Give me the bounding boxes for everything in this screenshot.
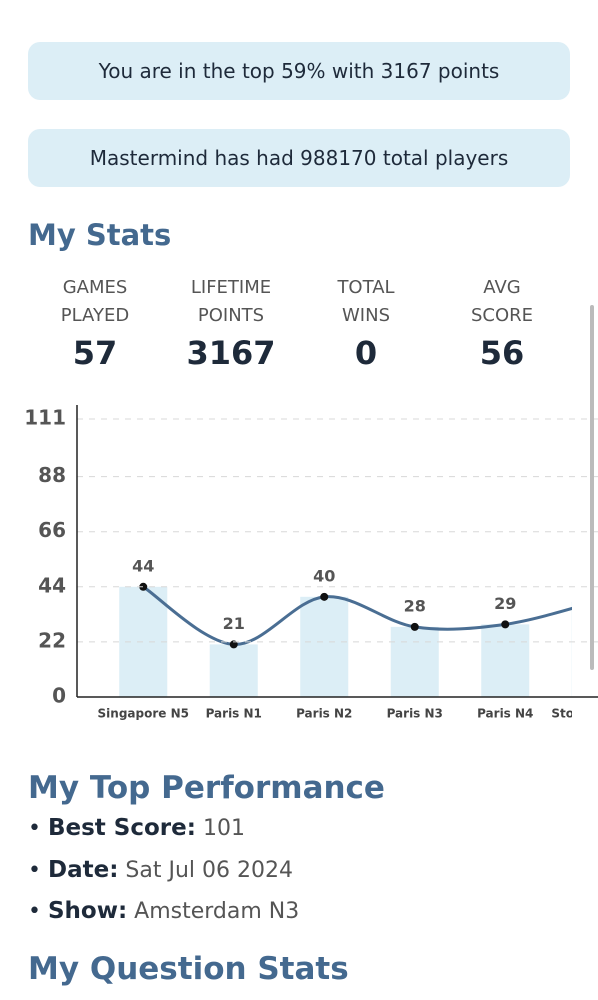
- stat-label: AVG SCORE: [470, 277, 534, 326]
- stat-label: GAMES PLAYED: [60, 277, 130, 326]
- section-heading: My Top Performance: [28, 770, 385, 806]
- data-label: 21: [223, 614, 245, 633]
- y-tick-label: 22: [38, 628, 66, 652]
- x-tick-label: Paris N1: [206, 707, 262, 721]
- rank-banner: You are in the top 59% with 3167 points: [28, 42, 570, 100]
- stat-label: LIFETIME POINTS: [190, 277, 272, 326]
- bullet-item: • Date: Sat Jul 06 2024: [28, 857, 293, 883]
- stat: LIFETIME POINTS 3167: [176, 274, 286, 372]
- data-label: 28: [404, 596, 426, 615]
- bullet-value: Amsterdam N3: [134, 899, 300, 924]
- bullet-label: Show:: [47, 898, 128, 924]
- section-heading: My Question Stats: [28, 951, 349, 987]
- stat-value: 57: [72, 334, 118, 372]
- data-label: 40: [313, 566, 335, 585]
- y-tick-label: 0: [52, 684, 66, 708]
- bullet-label: Best Score:: [47, 815, 196, 841]
- y-tick-label: 44: [38, 573, 66, 597]
- bullet-value: Sat Jul 06 2024: [125, 858, 293, 883]
- scrollbar[interactable]: [590, 305, 594, 670]
- line: [142, 585, 572, 646]
- stat: GAMES PLAYED 57: [40, 274, 150, 372]
- bullet-value: 101: [202, 816, 245, 841]
- point: [139, 582, 148, 591]
- bullet-item: • Show: Amsterdam N3: [28, 898, 300, 924]
- bullet-item: • Best Score: 101: [28, 815, 245, 841]
- point: [410, 622, 419, 631]
- point: [320, 592, 329, 601]
- x-tick-label: Paris N3: [387, 707, 443, 721]
- bar: [209, 644, 258, 697]
- data-label: 44: [132, 556, 154, 575]
- x-tick-label: Sto: [551, 707, 574, 721]
- stat-label: TOTAL WINS: [337, 277, 395, 326]
- stat-value: 56: [479, 334, 525, 372]
- point: [229, 640, 238, 649]
- y-tick-label: 111: [24, 406, 66, 430]
- stat-value: 3167: [186, 334, 276, 372]
- bullet-label: Date:: [47, 857, 119, 883]
- players-banner: Mastermind has had 988170 total players: [28, 129, 570, 187]
- y-tick-label: 66: [38, 518, 66, 542]
- y-tick-label: 88: [38, 463, 66, 487]
- stat: AVG SCORE 56: [447, 274, 557, 372]
- bar: [300, 596, 349, 697]
- x-tick-label: Singapore N5: [98, 707, 189, 721]
- stat-value: 0: [354, 334, 378, 372]
- section-heading: My Stats: [28, 218, 172, 252]
- stat: TOTAL WINS 0: [311, 274, 421, 372]
- bar: [571, 601, 572, 697]
- data-label: 29: [494, 594, 516, 613]
- x-tick-label: Paris N4: [477, 707, 533, 721]
- x-tick-label: Paris N2: [296, 707, 352, 721]
- bar: [390, 626, 439, 697]
- bar: [481, 624, 530, 697]
- point: [501, 620, 510, 629]
